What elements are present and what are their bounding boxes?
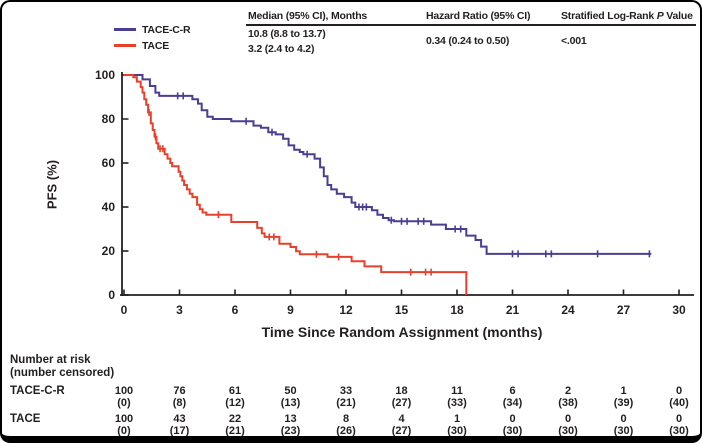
at-risk-count: 0 xyxy=(675,385,683,397)
stats-header-rule xyxy=(246,24,696,26)
legend: TACE-C-R TACE xyxy=(114,23,191,52)
at-risk-count: 18 xyxy=(395,385,408,397)
y-tick-label: 80 xyxy=(102,112,116,126)
at-risk-count: 76 xyxy=(173,385,186,397)
x-tick-label: 15 xyxy=(395,303,409,317)
at-risk-count: 50 xyxy=(284,385,297,397)
median-tace: 3.2 (2.4 to 4.2) xyxy=(248,43,315,55)
x-tick-label: 0 xyxy=(121,303,128,317)
censored-count: (39) xyxy=(613,397,634,409)
at-risk-count: 1 xyxy=(620,385,627,397)
censored-count: (30) xyxy=(613,425,634,437)
at-risk-count: 0 xyxy=(564,413,572,425)
censored-count: (30) xyxy=(502,425,523,437)
median-tace-c-r: 10.8 (8.8 to 13.7) xyxy=(248,28,326,40)
at-risk-count: 1 xyxy=(453,413,461,425)
at-risk-count: 0 xyxy=(620,413,627,425)
censored-count: (0) xyxy=(117,425,131,437)
x-axis-title: Time Since Random Assignment (months) xyxy=(261,324,543,340)
at-risk-count: 13 xyxy=(284,413,297,425)
km-plot-svg: 0 3 6 9 12 15 18 21 24 27 30 0 20 40 60 80 100 xyxy=(95,68,694,317)
censored-count: (30) xyxy=(558,425,578,437)
censored-count: (34) xyxy=(502,397,523,409)
censored-count: (38) xyxy=(558,397,578,409)
at-risk-count: 100 xyxy=(114,385,134,397)
censored-count: (23) xyxy=(280,425,301,437)
axis-tick-labels: 0 3 6 9 12 15 18 21 24 27 30 0 20 40 60 80 100 xyxy=(95,68,686,317)
censored-count: (26) xyxy=(336,425,356,437)
at-risk-count: 61 xyxy=(228,385,242,397)
axes xyxy=(120,72,694,296)
x-tick-label: 6 xyxy=(232,303,239,317)
censored-count: (30) xyxy=(669,425,689,437)
y-tick-label: 60 xyxy=(102,156,116,170)
y-tick-label: 40 xyxy=(102,200,116,214)
x-tick-label: 9 xyxy=(287,303,294,317)
x-tick-label: 12 xyxy=(339,303,353,317)
logrank-column-header: Stratified Log-Rank P Value xyxy=(561,10,693,22)
survival-step-line xyxy=(124,74,652,255)
survival-step-line xyxy=(124,74,468,295)
x-tick-label: 24 xyxy=(561,303,575,317)
at-risk-count: 0 xyxy=(675,413,683,425)
km-curve-tace-c-r xyxy=(124,74,652,258)
censored-count: (27) xyxy=(391,425,412,437)
hazard-ratio-value: 0.34 (0.24 to 0.50) xyxy=(426,35,510,47)
y-tick-label: 100 xyxy=(95,68,115,82)
censored-count: (40) xyxy=(669,397,689,409)
at-risk-count: 100 xyxy=(114,413,134,425)
censored-count: (8) xyxy=(172,397,187,409)
x-tick-label: 18 xyxy=(450,303,464,317)
x-tick-label: 30 xyxy=(672,303,686,317)
legend-line-swatch xyxy=(114,44,136,47)
x-tick-label: 21 xyxy=(506,303,520,317)
y-axis-title: PFS (%) xyxy=(44,159,60,210)
at-risk-count: 6 xyxy=(509,385,516,397)
at-risk-count: 4 xyxy=(398,413,405,425)
x-tick-label: 27 xyxy=(617,303,631,317)
y-tick-label: 0 xyxy=(108,288,115,302)
km-curves xyxy=(124,74,652,295)
at-risk-count: 2 xyxy=(564,385,572,397)
risk-row-label: TACE-C-R xyxy=(10,385,65,397)
risk-table-heading-line1: Number at risk xyxy=(10,354,91,366)
legend-line-swatch xyxy=(114,28,136,31)
at-risk-count: 43 xyxy=(173,413,186,425)
at-risk-count: 33 xyxy=(339,385,353,397)
logrank-p-value: <.001 xyxy=(561,35,587,47)
y-tick-label: 20 xyxy=(102,244,116,258)
x-tick-label: 3 xyxy=(176,303,183,317)
at-risk-count: 0 xyxy=(509,413,516,425)
hazard-ratio-column-header: Hazard Ratio (95% CI) xyxy=(426,10,531,22)
at-risk-count: 8 xyxy=(342,413,350,425)
censored-count: (0) xyxy=(117,397,131,409)
p-italic: P xyxy=(656,10,664,22)
censored-count: (17) xyxy=(169,425,190,437)
legend-item-tace-c-r: TACE-C-R xyxy=(114,23,191,36)
censored-count: (30) xyxy=(447,425,467,437)
legend-item-tace: TACE xyxy=(114,39,190,52)
censored-count: (33) xyxy=(447,397,467,409)
km-curve-tace xyxy=(124,74,468,295)
median-column-header: Median (95% CI), Months xyxy=(248,10,368,22)
censored-count: (13) xyxy=(280,397,301,409)
legend-label: TACE-C-R xyxy=(142,23,191,36)
censored-count: (21) xyxy=(336,397,356,409)
censored-count: (21) xyxy=(225,425,245,437)
risk-table-heading-line2: (number censored) xyxy=(10,367,115,379)
censored-count: (27) xyxy=(391,397,412,409)
censored-count: (12) xyxy=(225,397,245,409)
at-risk-count: 22 xyxy=(228,413,242,425)
risk-row-label: TACE xyxy=(10,413,41,425)
risk-table-heading: Number at risk (number censored) xyxy=(10,354,114,380)
at-risk-count: 11 xyxy=(451,385,463,397)
legend-label: TACE xyxy=(142,39,170,52)
